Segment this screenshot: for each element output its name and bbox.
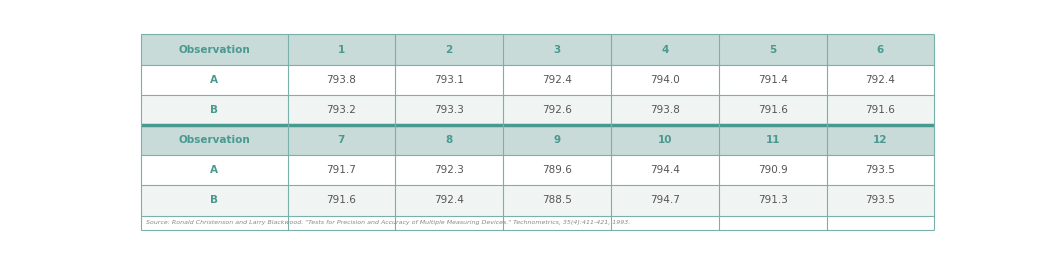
Text: 790.9: 790.9 [757, 165, 788, 175]
Bar [827, 65, 935, 95]
Text: 12: 12 [873, 135, 887, 145]
Text: 792.6: 792.6 [542, 105, 572, 115]
Text: 2: 2 [446, 45, 453, 54]
Bar [504, 125, 611, 155]
Text: Source: Ronald Christenson and Larry Blackwood. "Tests for Precision and Accurac: Source: Ronald Christenson and Larry Bla… [146, 220, 630, 225]
Bar [141, 65, 287, 95]
Bar [287, 125, 395, 155]
Text: 3: 3 [554, 45, 560, 54]
Text: 789.6: 789.6 [542, 165, 572, 175]
Bar [504, 155, 611, 185]
Text: 788.5: 788.5 [542, 195, 572, 205]
Text: B: B [210, 195, 218, 205]
Bar [827, 35, 935, 65]
Text: 793.2: 793.2 [326, 105, 357, 115]
Text: B: B [210, 105, 218, 115]
Bar [504, 35, 611, 65]
Text: 791.3: 791.3 [757, 195, 788, 205]
Bar [287, 185, 395, 216]
Text: 792.4: 792.4 [434, 195, 464, 205]
Text: 791.4: 791.4 [757, 75, 788, 85]
Text: 6: 6 [877, 45, 884, 54]
Bar [504, 185, 611, 216]
Bar [719, 95, 827, 125]
Text: 794.7: 794.7 [650, 195, 680, 205]
Bar [827, 155, 935, 185]
Text: 9: 9 [554, 135, 560, 145]
Text: 791.6: 791.6 [326, 195, 357, 205]
Bar [395, 65, 504, 95]
Bar [611, 125, 719, 155]
Bar [395, 185, 504, 216]
Bar [719, 125, 827, 155]
Bar [141, 125, 287, 155]
Text: Observation: Observation [178, 45, 250, 54]
Bar [287, 65, 395, 95]
Bar [827, 185, 935, 216]
Text: 7: 7 [338, 135, 345, 145]
Text: A: A [210, 75, 218, 85]
Text: 793.1: 793.1 [434, 75, 464, 85]
Text: 8: 8 [446, 135, 453, 145]
Text: 792.3: 792.3 [434, 165, 464, 175]
Text: 794.0: 794.0 [650, 75, 680, 85]
Bar [141, 216, 935, 230]
Bar [504, 65, 611, 95]
Text: 791.6: 791.6 [865, 105, 896, 115]
Bar [287, 95, 395, 125]
Bar [395, 95, 504, 125]
Text: 793.5: 793.5 [865, 195, 896, 205]
Text: 793.8: 793.8 [326, 75, 357, 85]
Bar [719, 65, 827, 95]
Bar [141, 155, 287, 185]
Text: 791.7: 791.7 [326, 165, 357, 175]
Bar [395, 155, 504, 185]
Text: 792.4: 792.4 [542, 75, 572, 85]
Bar [141, 95, 287, 125]
Bar [287, 155, 395, 185]
Bar [141, 185, 287, 216]
Text: 793.3: 793.3 [434, 105, 464, 115]
Bar [611, 65, 719, 95]
Bar [287, 35, 395, 65]
Text: 791.6: 791.6 [757, 105, 788, 115]
Bar [611, 155, 719, 185]
Bar [395, 35, 504, 65]
Bar [395, 125, 504, 155]
Bar [719, 155, 827, 185]
Bar [719, 185, 827, 216]
Text: 11: 11 [766, 135, 779, 145]
Text: 10: 10 [658, 135, 672, 145]
Bar [611, 35, 719, 65]
Text: A: A [210, 165, 218, 175]
Bar [827, 95, 935, 125]
Text: 794.4: 794.4 [650, 165, 680, 175]
Bar [827, 125, 935, 155]
Text: 5: 5 [769, 45, 776, 54]
Text: 4: 4 [661, 45, 668, 54]
Text: 793.5: 793.5 [865, 165, 896, 175]
Text: 792.4: 792.4 [865, 75, 896, 85]
Bar [719, 35, 827, 65]
Bar [611, 185, 719, 216]
Text: 1: 1 [338, 45, 345, 54]
Bar [611, 95, 719, 125]
Text: Observation: Observation [178, 135, 250, 145]
Bar [504, 95, 611, 125]
Text: 793.8: 793.8 [650, 105, 680, 115]
Bar [141, 35, 287, 65]
